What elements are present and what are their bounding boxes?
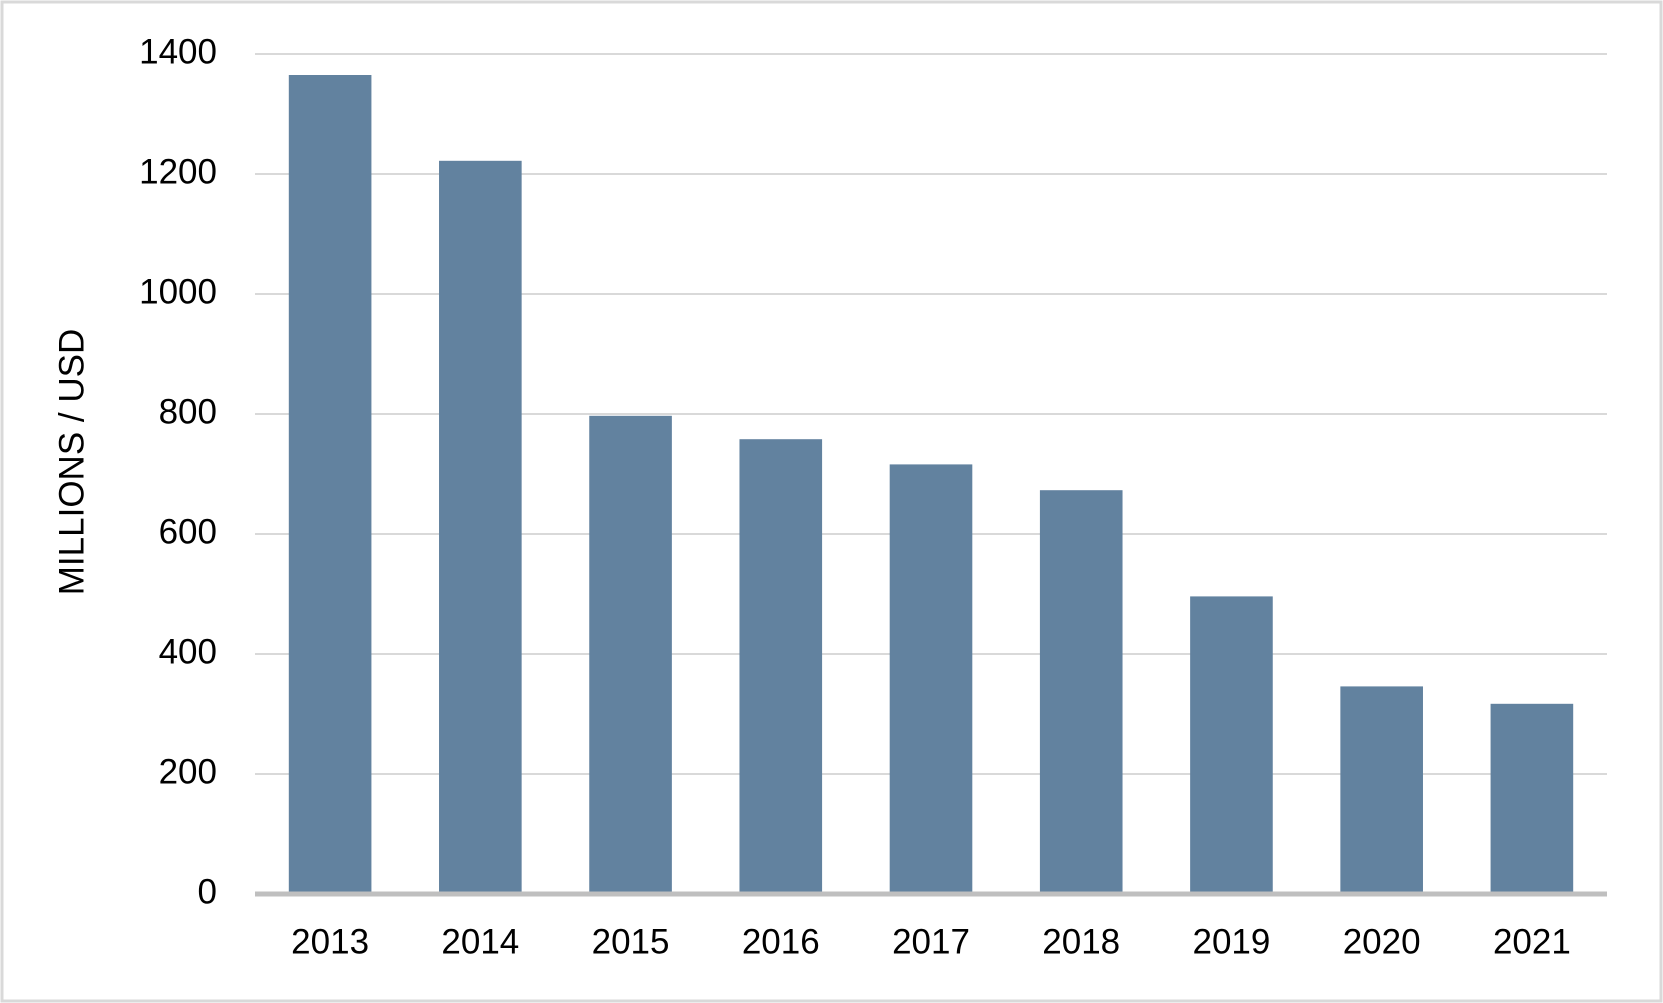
y-tick-label: 1000 (139, 272, 217, 311)
x-tick-label: 2017 (892, 922, 970, 961)
x-tick-label: 2020 (1343, 922, 1421, 961)
bar (1190, 596, 1273, 894)
y-tick-label: 0 (198, 872, 217, 911)
bar (589, 415, 672, 894)
bar (1039, 490, 1123, 894)
bar (439, 160, 522, 895)
y-tick-label: 1400 (139, 32, 217, 71)
bar (889, 464, 973, 894)
y-tick-label: 200 (159, 752, 217, 791)
y-tick-label: 600 (159, 512, 217, 551)
x-tick-label: 2016 (742, 922, 820, 961)
x-tick-label: 2015 (592, 922, 670, 961)
x-tick-label: 2019 (1193, 922, 1271, 961)
y-tick-label: 1200 (139, 152, 217, 191)
x-tick-label: 2013 (291, 922, 369, 961)
x-tick-label: 2018 (1042, 922, 1120, 961)
y-tick-label: 400 (159, 632, 217, 671)
bar (1340, 686, 1423, 894)
bar (1490, 703, 1574, 894)
x-tick-label: 2014 (441, 922, 519, 961)
bar (739, 439, 823, 894)
y-axis-label: MILLIONS / USD (52, 329, 91, 595)
bar (288, 75, 372, 894)
x-tick-label: 2021 (1493, 922, 1571, 961)
y-tick-label: 800 (159, 392, 217, 431)
